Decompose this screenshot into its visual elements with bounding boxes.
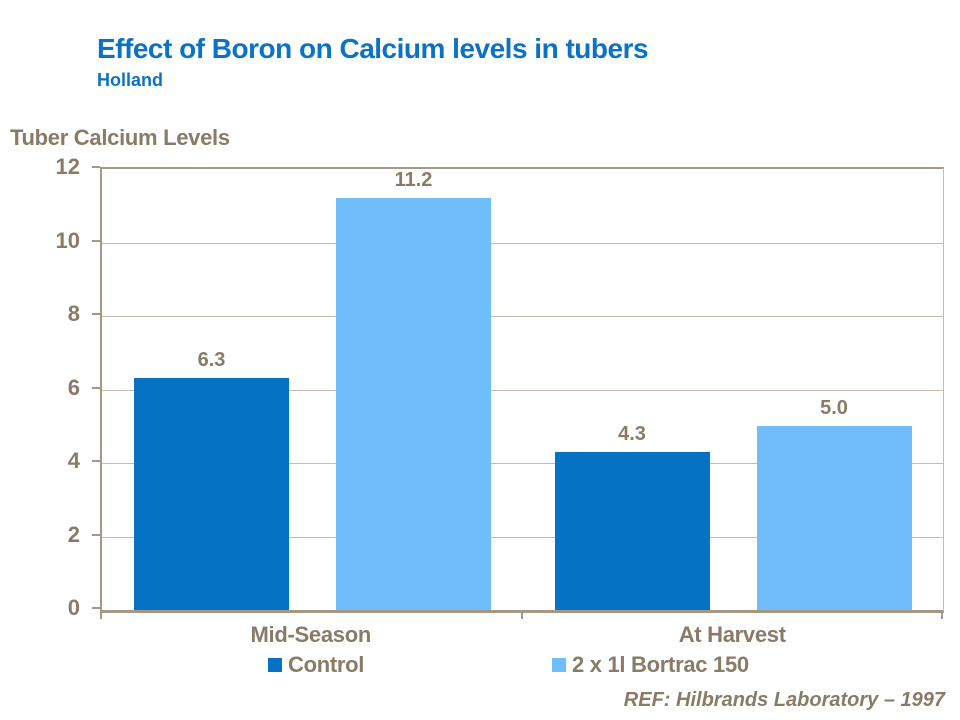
y-tick-label: 8 bbox=[67, 301, 80, 326]
gridline bbox=[102, 316, 943, 317]
y-tick-label: 0 bbox=[67, 595, 80, 620]
y-tick-label: 12 bbox=[55, 154, 80, 179]
reference-text: REF: Hilbrands Laboratory – 1997 bbox=[623, 689, 945, 711]
category-label-mid-season: Mid-Season bbox=[250, 622, 372, 647]
gridline bbox=[102, 536, 943, 538]
legend-swatch-bortrac bbox=[552, 658, 566, 672]
y-axis-title: Tuber Calcium Levels bbox=[10, 125, 230, 150]
bar: 6.3 bbox=[134, 349, 289, 610]
legend-label-bortrac: 2 x 1l Bortrac 150 bbox=[572, 652, 749, 677]
legend-item-bortrac: 2 x 1l Bortrac 150 bbox=[552, 652, 749, 677]
gridline bbox=[102, 463, 943, 464]
y-tick-mark bbox=[92, 386, 100, 389]
y-tick-mark bbox=[92, 533, 100, 536]
legend-swatch-control bbox=[268, 658, 282, 672]
bar: 5.0 bbox=[756, 397, 912, 610]
category-label-at-harvest: At Harvest bbox=[678, 622, 786, 647]
x-tick-mark bbox=[100, 611, 102, 619]
y-tick-label: 2 bbox=[67, 521, 80, 547]
chart-title: Effect of Boron on Calcium levels in tub… bbox=[97, 33, 649, 64]
bar: 4.3 bbox=[554, 423, 710, 610]
plot-area: 6.3 11.2 4.3 5.0 bbox=[100, 167, 944, 613]
bar-value-label: 5.0 bbox=[820, 397, 848, 420]
y-tick-label: 10 bbox=[55, 227, 80, 253]
y-tick-label: 6 bbox=[67, 374, 80, 400]
chart-subtitle: Holland bbox=[97, 70, 163, 90]
legend-label-control: Control bbox=[288, 652, 365, 677]
bar: 11.2 bbox=[336, 169, 491, 610]
y-tick-mark bbox=[92, 460, 100, 462]
x-tick-mark bbox=[941, 611, 943, 619]
y-tick-mark bbox=[92, 239, 100, 242]
y-tick-mark bbox=[92, 607, 100, 609]
x-tick-mark bbox=[520, 611, 523, 619]
y-tick-label: 4 bbox=[67, 448, 80, 473]
bar-value-label: 6.3 bbox=[197, 349, 226, 372]
gridline bbox=[102, 389, 943, 391]
y-tick-mark bbox=[92, 166, 100, 168]
legend-item-control: Control bbox=[268, 652, 365, 677]
gridline bbox=[102, 242, 943, 244]
bar-value-label: 4.3 bbox=[618, 422, 646, 445]
y-tick-mark bbox=[92, 313, 100, 315]
category-labels: Mid-Season At Harvest bbox=[100, 622, 943, 648]
bar-value-label: 11.2 bbox=[394, 169, 433, 192]
